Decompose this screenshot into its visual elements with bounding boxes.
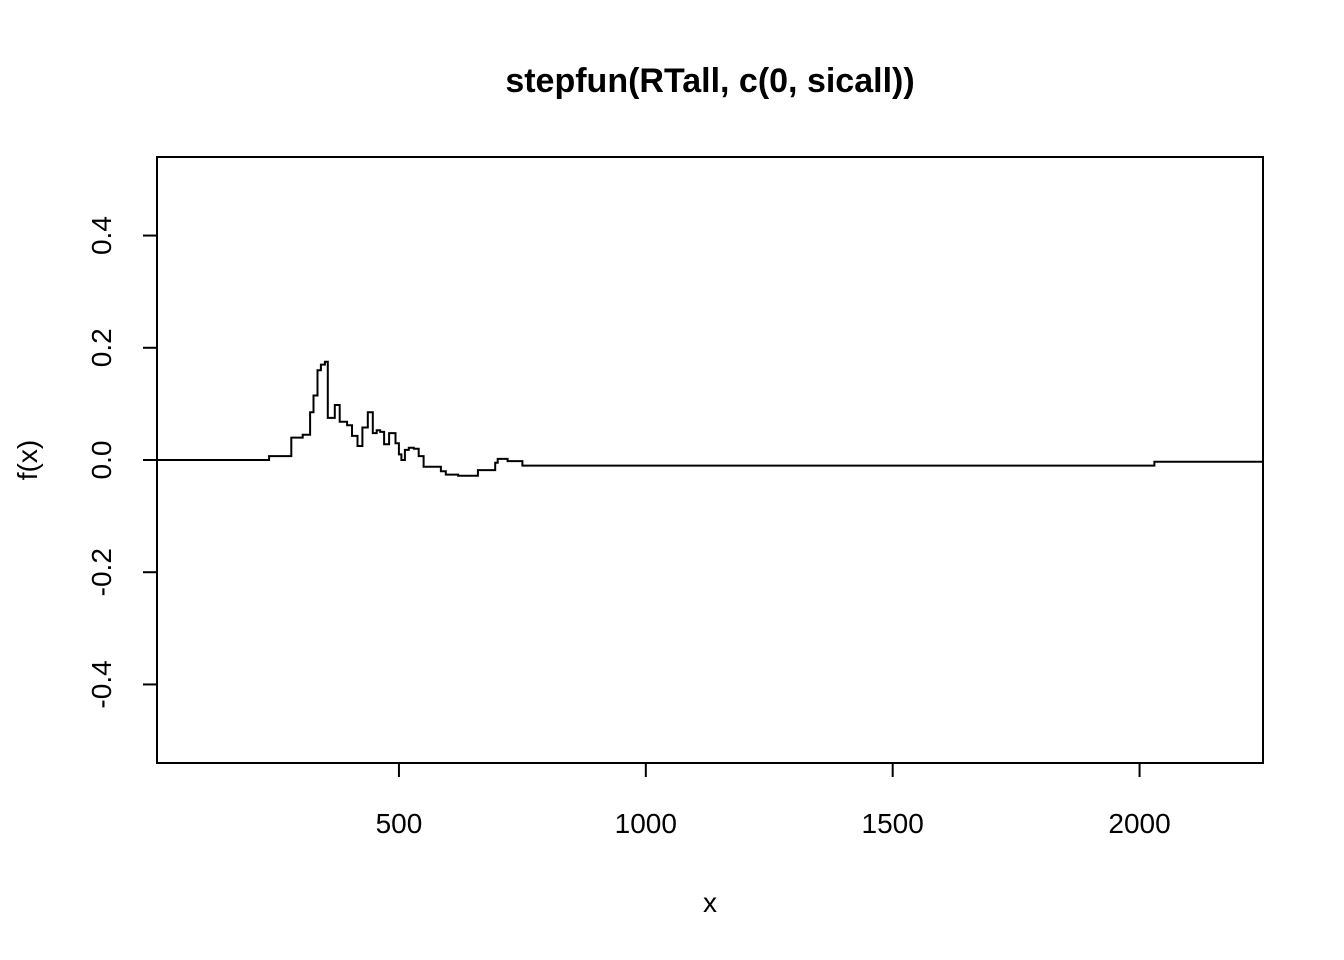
y-tick-label: 0.2 xyxy=(86,328,117,367)
chart-title: stepfun(RTall, c(0, sicall)) xyxy=(505,62,914,100)
x-axis-label: x xyxy=(703,887,717,918)
x-tick-label: 2000 xyxy=(1108,808,1170,839)
x-tick-label: 1000 xyxy=(615,808,677,839)
y-axis: -0.4 -0.2 0.0 0.2 0.4 xyxy=(86,216,157,709)
x-tick-label: 1500 xyxy=(862,808,924,839)
plot-frame xyxy=(156,156,1264,764)
step-function-line xyxy=(157,360,1263,477)
y-tick-label: -0.2 xyxy=(86,548,117,596)
x-axis: 500 1000 1500 2000 xyxy=(376,763,1171,839)
y-axis-label: f(x) xyxy=(12,440,43,480)
y-tick-label: 0.0 xyxy=(86,441,117,480)
y-tick-label: 0.4 xyxy=(86,216,117,255)
y-tick-label: -0.4 xyxy=(86,660,117,708)
x-tick-label: 500 xyxy=(376,808,423,839)
